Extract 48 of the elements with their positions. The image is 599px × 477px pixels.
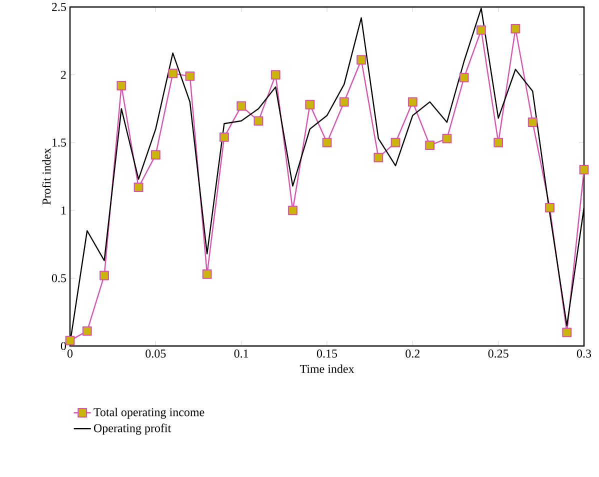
point — [220, 132, 229, 142]
point — [82, 326, 92, 336]
x-tick-label: 0 — [67, 350, 73, 358]
point — [288, 206, 298, 216]
x-tick-label: 0.3 — [576, 350, 592, 358]
y-tick-label: 1.5 — [52, 138, 66, 147]
point — [134, 182, 144, 192]
x-tick-label: 0.2 — [406, 350, 420, 358]
point — [254, 116, 264, 126]
point — [305, 100, 315, 110]
point — [65, 336, 75, 346]
point — [545, 202, 554, 212]
point — [339, 97, 349, 107]
y-axis-title: Profit index — [42, 148, 51, 205]
point — [116, 80, 126, 90]
point — [425, 140, 435, 150]
point — [168, 68, 178, 78]
y-tick-label: 0 — [60, 342, 66, 350]
point — [494, 138, 504, 148]
y-tick-label: 2.5 — [52, 2, 66, 12]
point — [579, 165, 589, 174]
y-tick-label: 1 — [62, 206, 66, 214]
x-tick-label: 0.15 — [316, 350, 338, 358]
point — [408, 97, 418, 107]
point — [528, 118, 538, 127]
point — [510, 24, 520, 34]
y-tick-label: 0.5 — [52, 274, 66, 282]
x-tick-label: 0.05 — [146, 350, 166, 358]
x-tick-label: 0.1 — [234, 350, 248, 358]
point — [356, 55, 366, 65]
point — [562, 328, 572, 338]
point — [459, 72, 469, 82]
y-tick-label: 2 — [61, 70, 66, 79]
point — [442, 134, 452, 144]
point — [476, 25, 486, 35]
x-tick-label: 0.25 — [488, 350, 508, 358]
point — [202, 269, 212, 279]
point — [374, 152, 384, 162]
x-axis-title: Time index — [300, 364, 354, 373]
point — [390, 138, 400, 148]
point — [322, 138, 332, 148]
legend-label: Total operating income — [94, 408, 204, 419]
legend-label: Operating profit — [94, 424, 172, 435]
point — [100, 270, 109, 280]
point — [150, 150, 160, 160]
point — [185, 71, 195, 81]
point — [270, 70, 280, 80]
point — [236, 101, 246, 111]
